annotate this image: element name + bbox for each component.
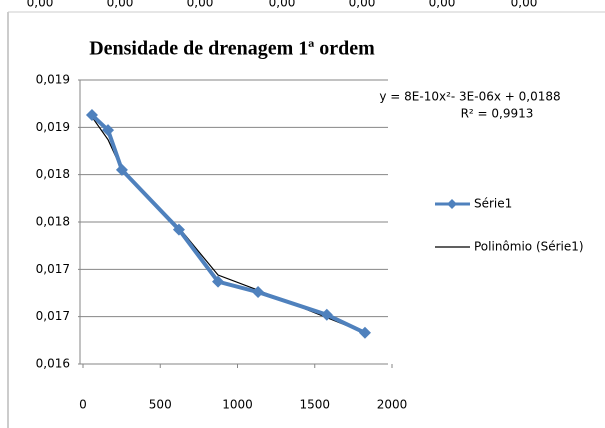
y-tick-label: 0,019 <box>36 120 70 134</box>
legend-label: Série1 <box>474 197 512 211</box>
y-tick-label: 0,017 <box>36 309 70 323</box>
marker <box>172 223 185 236</box>
x-tick-label: 0 <box>79 398 87 412</box>
header-value: 0,00 <box>27 0 54 10</box>
legend-marker <box>447 199 457 209</box>
header-value: 0,00 <box>511 0 538 10</box>
marker <box>85 109 98 122</box>
y-tick-label: 0,018 <box>36 215 70 229</box>
x-tick-label: 1500 <box>299 398 330 412</box>
legend-label: Polinômio (Série1) <box>474 240 584 254</box>
marker <box>102 124 115 137</box>
y-tick-label: 0,019 <box>36 73 70 87</box>
header-value: 0,00 <box>429 0 456 10</box>
chart-title: Densidade de drenagem 1ª ordem <box>89 38 375 60</box>
marker <box>358 326 371 339</box>
header-value: 0,00 <box>349 0 376 10</box>
header-value: 0,00 <box>269 0 296 10</box>
marker <box>320 308 333 321</box>
marker <box>115 163 128 176</box>
header-value: 0,00 <box>187 0 214 10</box>
annotation: R² = 0,9913 <box>461 107 534 121</box>
y-tick-label: 0,017 <box>36 262 70 276</box>
header-value: 0,00 <box>107 0 134 10</box>
marker <box>252 286 265 299</box>
y-tick-label: 0,016 <box>36 357 70 371</box>
y-tick-label: 0,018 <box>36 167 70 181</box>
annotation: y = 8E-10x²- 3E-06x + 0,0188 <box>379 90 560 104</box>
series-line <box>90 113 366 335</box>
x-tick-label: 2000 <box>377 398 408 412</box>
x-tick-label: 1000 <box>222 398 253 412</box>
x-tick-label: 500 <box>149 398 172 412</box>
marker <box>212 275 225 288</box>
